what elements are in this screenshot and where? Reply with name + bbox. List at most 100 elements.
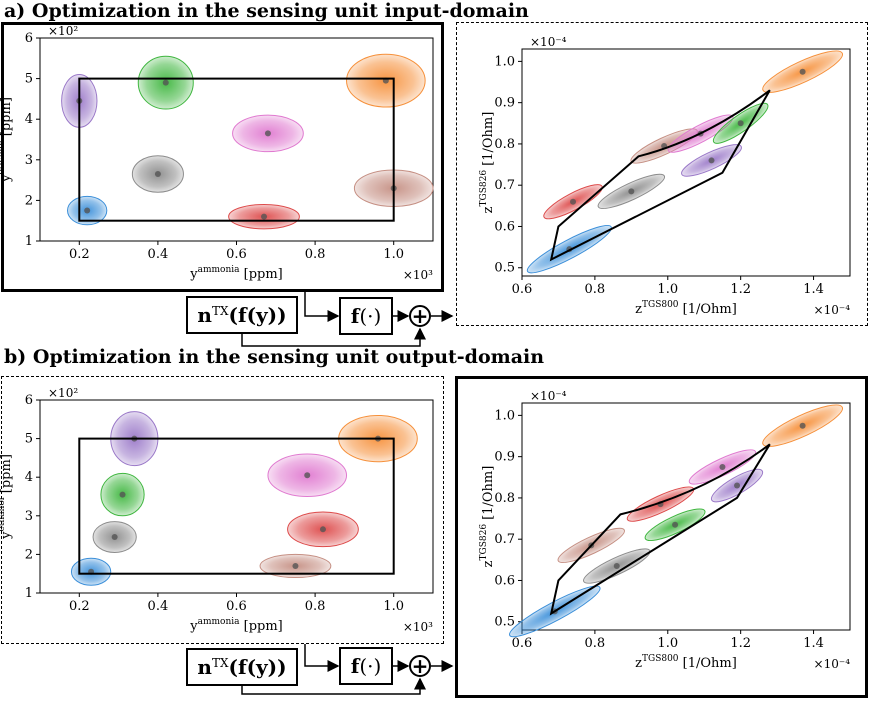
noise-argument: (f(y)) [228,303,287,327]
y-tick-label: 2 [25,547,33,562]
cluster-center-pink [304,472,311,479]
y-tick-label: 0.8 [494,491,515,506]
x-tick-label: 1.2 [730,636,751,651]
function-block-a: f (·) [339,297,393,335]
y-axis-label: zTGS826 [1/Ohm] [479,466,496,568]
x-tick-label: 0.2 [69,247,90,262]
noise-block-b: n TX (f(y)) [186,648,298,686]
cluster-center-green [672,521,679,528]
x-multiplier: ×10⁻⁴ [814,303,851,317]
panel-b-title: b) Optimization in the sensing unit outp… [4,346,545,368]
cluster-center-gray [154,171,161,178]
cluster-center-green [737,120,744,127]
panel-a-title: a) Optimization in the sensing unit inpu… [4,0,529,22]
plot-area [521,402,851,631]
chart-a-input: 0.2 0.4 0.6 0.8 1.0 1 2 3 4 5 6 ×10² ×10³ yammonia [p… [0,22,444,292]
x-tick-label: 1.4 [803,282,824,297]
adder-a: + [409,305,431,327]
y-multiplier: ×10² [48,386,78,400]
cluster-center-gray [613,563,620,570]
chart-b-output: 0.6 0.8 1.0 1.2 1.4 0.5 0.6 0.7 0.8 0.9 1.0 ×10⁻⁴ ×1… [456,376,868,698]
y-tick-label: 0.6 [494,219,515,234]
plot-area [521,48,851,277]
y-axis-label: yethanol [ppm] [0,97,14,183]
y-tick-label: 1 [25,234,33,249]
y-tick-label: 5 [25,432,33,447]
y-multiplier: ×10² [48,24,78,38]
x-tick-label: 0.6 [512,282,533,297]
y-tick-label: 0.6 [494,573,515,588]
y-tick-label: 3 [25,153,33,168]
x-multiplier: ×10³ [403,620,433,634]
y-tick-label: 3 [25,509,33,524]
x-tick-label: 1.0 [383,599,404,614]
cluster-center-red [319,526,326,533]
y-axis-label: yethanol [ppm] [0,454,14,540]
cluster-center-pink [264,130,271,137]
y-tick-label: 4 [25,470,33,485]
x-tick-label: 0.2 [69,599,90,614]
x-tick-label: 0.4 [148,599,169,614]
cluster-center-purple [734,482,741,489]
y-tick-label: 1 [25,586,33,601]
cluster-center-blue [84,207,91,214]
function-symbol: f [350,304,360,328]
cluster-center-green [119,491,126,498]
x-tick-label: 1.0 [657,636,678,651]
panel-b-output-frame [455,376,868,698]
x-tick-label: 1.0 [383,247,404,262]
cluster-center-brown [292,562,299,569]
x-tick-label: 0.8 [305,599,326,614]
cluster-center-purple [708,157,715,164]
cluster-center-gray [628,188,635,195]
y-tick-label: 1.0 [494,408,515,423]
x-axis-label: zTGS800 [1/Ohm] [635,300,737,317]
x-tick-label: 0.4 [148,247,169,262]
y-multiplier: ×10⁻⁴ [530,389,567,403]
y-tick-label: 0.5 [494,615,515,630]
y-tick-label: 0.8 [494,137,515,152]
cluster-center-red [570,198,577,205]
y-tick-label: 0.9 [494,96,515,111]
noise-symbol: n [197,303,212,327]
x-tick-label: 1.4 [803,636,824,651]
x-tick-label: 0.6 [226,599,247,614]
x-tick-label: 1.2 [730,282,751,297]
x-tick-label: 0.6 [226,247,247,262]
cluster-center-green [162,79,169,86]
x-tick-label: 1.0 [657,282,678,297]
y-multiplier: ×10⁻⁴ [530,35,567,49]
y-tick-label: 0.9 [494,450,515,465]
cluster-center-pink [719,463,726,470]
chart-b-input: 0.2 0.4 0.6 0.8 1.0 1 2 3 4 5 6 ×10² ×10³ yammonia [p… [0,376,444,644]
y-tick-label: 1.0 [494,54,515,69]
noise-superscript: TX [211,304,229,318]
cluster-center-gray [111,534,118,541]
feasible-boundary [549,89,771,262]
cluster-center-orange [799,68,806,75]
x-tick-label: 0.6 [512,636,533,651]
x-tick-label: 0.8 [585,636,606,651]
x-axis-label: zTGS800 [1/Ohm] [635,654,737,671]
x-axis-label: yammonia [ppm] [189,265,283,282]
function-argument: (·) [359,654,382,678]
noise-symbol: n [197,655,212,679]
cluster-center-red [261,213,268,220]
y-axis-label: zTGS826 [1/Ohm] [479,112,496,214]
feasible-rectangle [78,437,395,575]
feasible-boundary [549,443,771,616]
x-multiplier: ×10⁻⁴ [814,657,851,671]
y-tick-label: 4 [25,112,33,127]
x-tick-label: 0.8 [585,282,606,297]
x-multiplier: ×10³ [403,268,433,282]
chart-a-output: 0.6 0.8 1.0 1.2 1.4 0.5 0.6 0.7 0.8 0.9 1.0 ×10⁻⁴ ×1… [456,22,868,326]
cluster-center-orange [799,422,806,429]
panel-a-input-frame [1,22,444,292]
feasible-rectangle [78,77,395,222]
y-tick-label: 2 [25,193,33,208]
function-argument: (·) [359,304,382,328]
function-block-b: f (·) [339,647,393,685]
y-tick-label: 0.5 [494,261,515,276]
noise-block-a: n TX (f(y)) [186,296,298,334]
